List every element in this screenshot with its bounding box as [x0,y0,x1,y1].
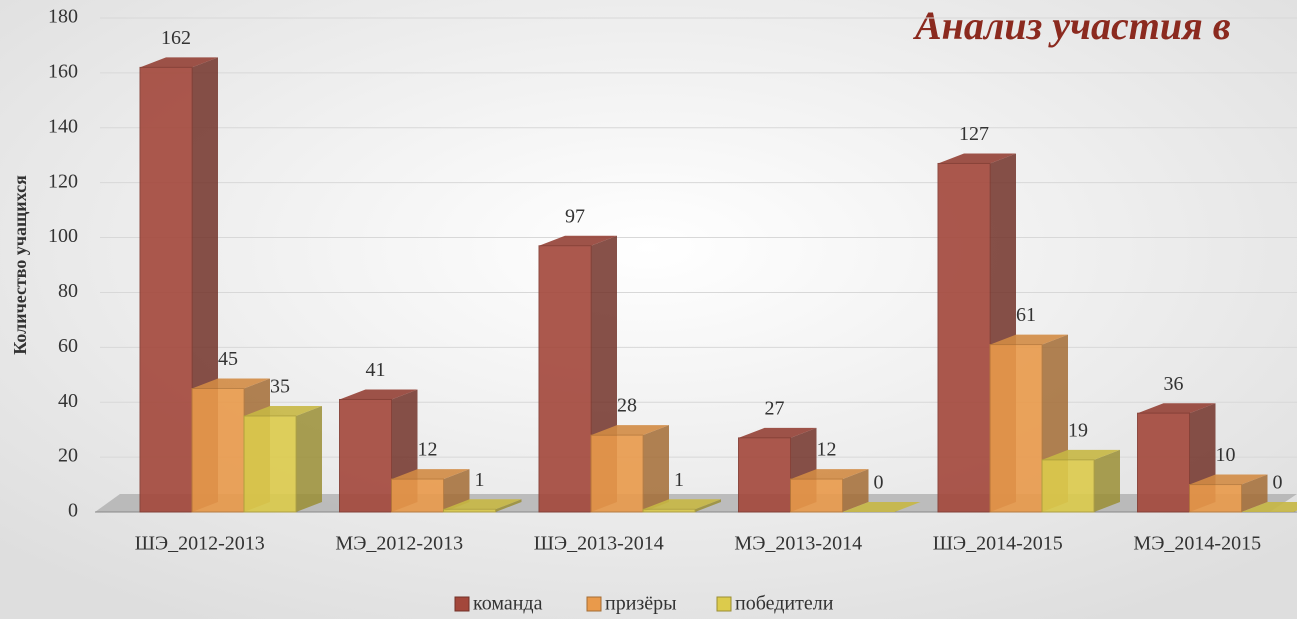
data-label: 27 [765,397,785,419]
data-label: 1 [674,469,684,491]
bar-side [1241,474,1268,512]
bar-top [443,499,522,510]
bar [139,66,193,513]
x-tick-label: ШЭ_2013-2014 [534,533,664,555]
data-label: 12 [418,439,438,461]
bar [339,398,392,513]
bar [191,388,245,513]
bar-side [643,425,669,512]
bar [391,478,444,513]
bar [989,344,1043,513]
data-label: 97 [565,205,585,227]
bar [738,437,791,513]
bar-top [738,427,817,438]
data-label: 1 [475,469,485,491]
x-tick-label: МЭ_2013-2014 [734,533,862,555]
data-label: 61 [1016,304,1036,326]
bar-top [244,405,322,416]
legend-label: команда [473,593,543,615]
legend-label: призёры [605,593,677,615]
bar [1137,412,1190,513]
chart-title: Анализ участия в [912,3,1231,48]
y-axis-label: Количество учащихся [10,175,30,355]
data-label: 0 [874,472,884,494]
bar [642,508,696,513]
bar-side [296,405,322,512]
bar [1189,484,1242,513]
data-label: 10 [1216,444,1236,466]
bar-side [443,469,470,512]
bar-top [790,469,869,480]
y-tick-label: 120 [48,170,78,192]
bar [243,415,297,513]
data-label: 28 [617,395,637,417]
y-tick-label: 140 [48,115,78,137]
data-label: 0 [1273,472,1283,494]
y-tick-label: 60 [58,335,78,357]
bar-top [539,235,617,246]
x-tick-label: ШЭ_2014-2015 [933,533,1063,555]
legend-swatch [586,596,602,612]
data-label: 127 [959,123,989,145]
bar-top [643,499,721,510]
x-tick-label: МЭ_2014-2015 [1133,533,1261,555]
bar [1041,459,1095,513]
bar-top [842,502,921,512]
y-tick-label: 0 [68,500,78,522]
bar-top [140,57,218,68]
y-tick-label: 180 [48,6,78,28]
bar-top [1189,474,1268,485]
bar-top [339,389,418,400]
bar-top [192,378,270,389]
bar-side [842,469,869,512]
data-label: 45 [218,348,238,370]
bar-side [1094,449,1120,512]
legend-label: победители [735,593,834,615]
data-label: 41 [366,359,386,381]
data-label: 35 [270,376,290,398]
data-label: 12 [817,439,837,461]
y-tick-label: 160 [48,60,78,82]
bar-top [391,469,470,480]
bar-top [1137,403,1216,414]
data-label: 162 [161,27,191,49]
bar-top [1241,502,1297,512]
bar-top [938,153,1016,164]
y-tick-label: 100 [48,225,78,247]
bar-top [591,425,669,436]
y-tick-label: 40 [58,390,78,412]
legend-swatch [716,596,732,612]
y-tick-label: 20 [58,445,78,467]
legend-swatch [454,596,470,612]
y-tick-label: 80 [58,280,78,302]
bar-side [495,499,522,512]
x-tick-label: ШЭ_2012-2013 [135,533,265,555]
x-tick-label: МЭ_2012-2013 [335,533,463,555]
data-label: 36 [1164,373,1184,395]
bar [790,478,843,513]
bar-side [695,499,721,512]
bar [590,434,644,513]
bar [538,245,592,513]
data-label: 19 [1068,419,1088,441]
bar [443,508,496,513]
bar [937,162,991,513]
bar-top [990,334,1068,345]
bar-top [1042,449,1120,460]
